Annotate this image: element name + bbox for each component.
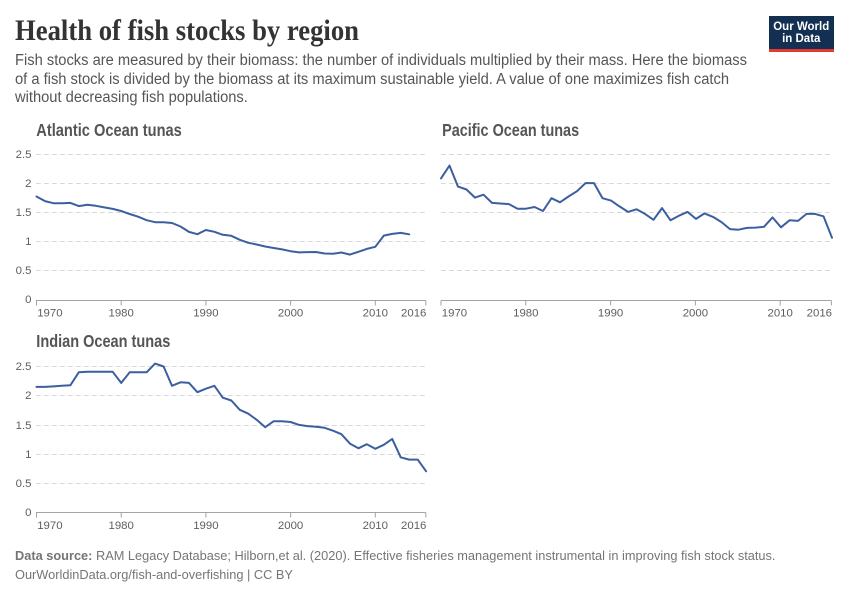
svg-text:2010: 2010 xyxy=(768,308,793,320)
svg-text:0: 0 xyxy=(25,507,31,519)
svg-text:Indian Ocean tunas: Indian Ocean tunas xyxy=(36,331,170,351)
svg-text:1980: 1980 xyxy=(109,520,134,532)
svg-text:1.5: 1.5 xyxy=(16,420,32,432)
svg-text:Pacific Ocean tunas: Pacific Ocean tunas xyxy=(442,120,579,140)
svg-text:2: 2 xyxy=(25,390,31,402)
svg-text:2016: 2016 xyxy=(401,520,426,532)
svg-text:2000: 2000 xyxy=(278,520,303,532)
svg-text:2016: 2016 xyxy=(807,308,832,320)
svg-text:2: 2 xyxy=(25,178,31,190)
svg-text:2000: 2000 xyxy=(683,308,708,320)
svg-text:2.5: 2.5 xyxy=(16,361,32,373)
svg-text:1990: 1990 xyxy=(193,308,218,320)
svg-text:1970: 1970 xyxy=(37,520,62,532)
svg-text:1980: 1980 xyxy=(109,308,134,320)
svg-text:2000: 2000 xyxy=(278,308,303,320)
svg-text:1990: 1990 xyxy=(598,308,623,320)
svg-text:1970: 1970 xyxy=(37,308,62,320)
svg-text:Atlantic Ocean tunas: Atlantic Ocean tunas xyxy=(36,120,182,140)
svg-text:0: 0 xyxy=(25,294,31,306)
svg-text:1.5: 1.5 xyxy=(16,207,32,219)
svg-text:2016: 2016 xyxy=(401,308,426,320)
svg-text:1980: 1980 xyxy=(513,308,538,320)
svg-text:1: 1 xyxy=(25,449,31,461)
svg-text:0.5: 0.5 xyxy=(16,478,32,490)
svg-text:2010: 2010 xyxy=(363,520,388,532)
svg-text:1970: 1970 xyxy=(442,308,467,320)
svg-text:2010: 2010 xyxy=(363,308,388,320)
svg-text:1: 1 xyxy=(25,236,31,248)
svg-text:0.5: 0.5 xyxy=(16,265,32,277)
svg-text:1990: 1990 xyxy=(193,520,218,532)
svg-text:2.5: 2.5 xyxy=(16,149,32,161)
